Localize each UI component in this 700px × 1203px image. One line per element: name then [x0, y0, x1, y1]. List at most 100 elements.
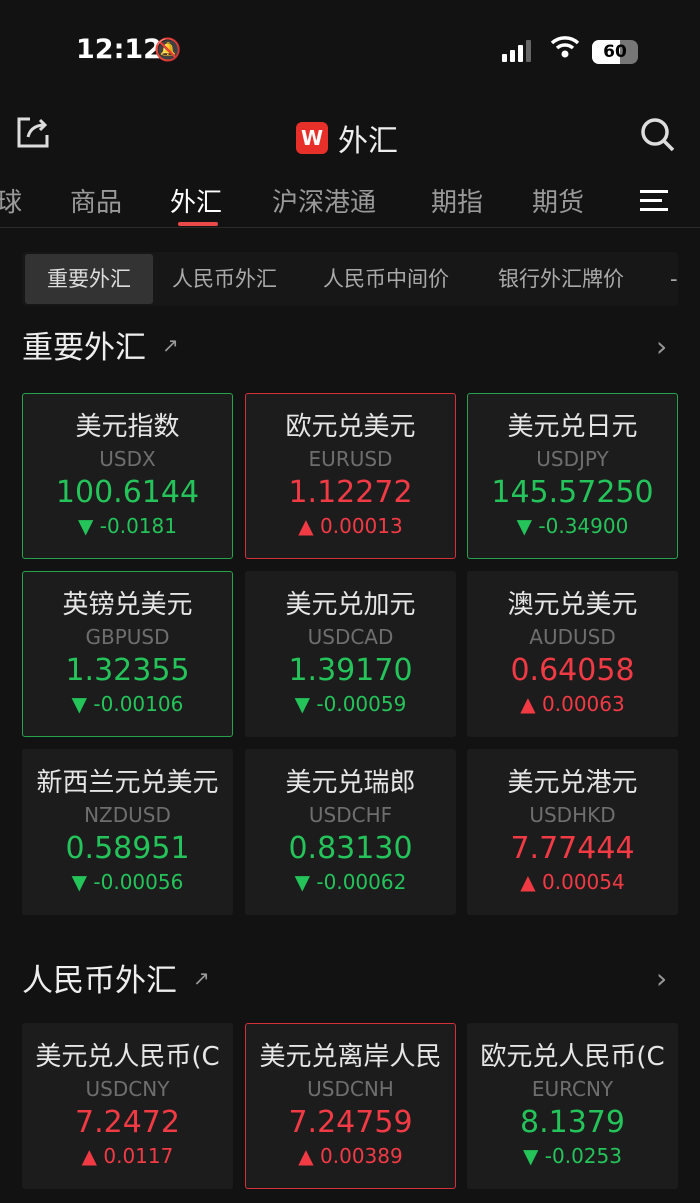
battery-level: 60	[603, 42, 627, 62]
battery-icon: 60	[592, 40, 638, 64]
arrow-down-icon: ▼	[294, 870, 311, 894]
change: ▲ 0.00013	[246, 514, 455, 538]
change: ▼ -0.0181	[23, 514, 232, 538]
active-tab-indicator	[178, 222, 218, 226]
quote-card-gbpusd[interactable]: 英镑兑美元 GBPUSD 1.32355 ▼ -0.00106	[22, 571, 233, 737]
menu-icon[interactable]	[640, 190, 668, 217]
pair-name: 美元兑港元	[507, 768, 638, 798]
category-tabs: 球 商品 外汇 沪深港通 期指 期货	[0, 182, 700, 228]
change-value: 0.00013	[320, 514, 403, 538]
external-link-icon: ↗	[162, 332, 179, 357]
page-title: W 外汇	[296, 116, 398, 160]
pair-name: 美元兑加元	[285, 590, 416, 620]
arrow-down-icon: ▼	[71, 692, 88, 716]
change-value: 0.00389	[320, 1144, 403, 1168]
status-time: 12:12	[76, 34, 162, 65]
quote-card-usdcad[interactable]: 美元兑加元 USDCAD 1.39170 ▼ -0.00059	[245, 571, 456, 737]
pair-name: 美元兑瑞郎	[285, 768, 416, 798]
quote-card-eurcny[interactable]: 欧元兑人民币(C EURCNY 8.1379 ▼ -0.0253	[467, 1023, 678, 1189]
tab-global[interactable]: 球	[0, 188, 23, 218]
pair-name: 欧元兑人民币(C	[480, 1042, 665, 1072]
tab-futures[interactable]: 期货	[532, 188, 585, 218]
arrow-up-icon: ▲	[298, 1144, 314, 1168]
change: ▼ -0.0253	[468, 1144, 677, 1168]
price: 1.12272	[288, 475, 413, 510]
change: ▲ 0.00389	[246, 1144, 455, 1168]
pair-name: 美元兑日元	[507, 412, 638, 442]
change-value: 0.00063	[542, 692, 625, 716]
pair-name: 英镑兑美元	[62, 590, 193, 620]
chevron-right-icon[interactable]: ›	[656, 330, 668, 363]
change-value: -0.00056	[93, 870, 184, 894]
arrow-up-icon: ▲	[520, 870, 536, 894]
section-header-rmb[interactable]: 人民币外汇 ↗	[22, 955, 210, 1000]
pair-code: USDJPY	[536, 447, 609, 471]
price: 0.83130	[288, 831, 413, 866]
quote-card-eurusd[interactable]: 欧元兑美元 EURUSD 1.12272 ▲ 0.00013	[245, 393, 456, 559]
arrow-down-icon: ▼	[78, 514, 94, 538]
price: 7.77444	[510, 831, 635, 866]
subtab-bank-rates[interactable]: 银行外汇牌价	[498, 267, 624, 291]
change: ▼ -0.00056	[23, 870, 232, 894]
change: ▼ -0.34900	[468, 514, 677, 538]
change-value: 0.0117	[103, 1144, 174, 1168]
quote-card-usdhkd[interactable]: 美元兑港元 USDHKD 7.77444 ▲ 0.00054	[467, 749, 678, 915]
quote-card-nzdusd[interactable]: 新西兰元兑美元 NZDUSD 0.58951 ▼ -0.00056	[22, 749, 233, 915]
pair-code: USDX	[99, 447, 156, 471]
share-icon[interactable]	[16, 115, 50, 149]
price: 0.64058	[510, 653, 635, 688]
quote-card-usdcnh[interactable]: 美元兑离岸人民 USDCNH 7.24759 ▲ 0.00389	[245, 1023, 456, 1189]
price: 100.6144	[55, 475, 200, 510]
pair-name: 美元兑人民币(C	[35, 1042, 220, 1072]
arrow-up-icon: ▲	[81, 1144, 98, 1168]
pair-code: AUDUSD	[529, 625, 616, 649]
tab-forex[interactable]: 外汇	[170, 188, 223, 218]
change-value: -0.0181	[99, 514, 177, 538]
app-logo: W	[296, 122, 328, 154]
change-value: -0.34900	[538, 514, 629, 538]
pair-code: USDCNY	[85, 1077, 170, 1101]
change: ▲ 0.00054	[468, 870, 677, 894]
tab-stock-connect[interactable]: 沪深港通	[272, 188, 377, 218]
pair-code: USDCAD	[307, 625, 394, 649]
change: ▼ -0.00059	[246, 692, 455, 716]
subtab-major[interactable]: 重要外汇	[25, 254, 153, 304]
price: 1.39170	[288, 653, 413, 688]
external-link-icon: ↗	[193, 965, 210, 990]
section-header-major[interactable]: 重要外汇 ↗	[22, 322, 179, 367]
subtab-more[interactable]: -	[670, 267, 678, 291]
title-text: 外汇	[338, 124, 398, 159]
quote-card-usdjpy[interactable]: 美元兑日元 USDJPY 145.57250 ▼ -0.34900	[467, 393, 678, 559]
quote-card-usdcny[interactable]: 美元兑人民币(C USDCNY 7.2472 ▲ 0.0117	[22, 1023, 233, 1189]
price: 7.2472	[75, 1105, 180, 1140]
tab-index-futures[interactable]: 期指	[431, 188, 484, 218]
quote-card-audusd[interactable]: 澳元兑美元 AUDUSD 0.64058 ▲ 0.00063	[467, 571, 678, 737]
change-value: -0.0253	[544, 1144, 622, 1168]
pair-name: 澳元兑美元	[507, 590, 638, 620]
change: ▲ 0.0117	[23, 1144, 232, 1168]
tab-commodities[interactable]: 商品	[70, 188, 123, 218]
pair-code: USDCHF	[308, 803, 393, 827]
subtab-rmb-central[interactable]: 人民币中间价	[323, 267, 449, 291]
change-value: -0.00106	[93, 692, 184, 716]
price: 145.57250	[491, 475, 654, 510]
change: ▼ -0.00062	[246, 870, 455, 894]
arrow-down-icon: ▼	[294, 692, 311, 716]
quote-card-usdchf[interactable]: 美元兑瑞郎 USDCHF 0.83130 ▼ -0.00062	[245, 749, 456, 915]
price: 7.24759	[288, 1105, 413, 1140]
search-icon[interactable]	[640, 117, 676, 153]
price: 0.58951	[65, 831, 190, 866]
pair-code: USDCNH	[307, 1077, 394, 1101]
wifi-icon	[550, 34, 580, 67]
quote-card-usdx[interactable]: 美元指数 USDX 100.6144 ▼ -0.0181	[22, 393, 233, 559]
chevron-right-icon[interactable]: ›	[656, 962, 668, 995]
pair-name: 美元指数	[75, 412, 180, 442]
pair-name: 新西兰元兑美元	[36, 768, 219, 798]
change: ▲ 0.00063	[468, 692, 677, 716]
pair-code: USDHKD	[529, 803, 616, 827]
change: ▼ -0.00106	[23, 692, 232, 716]
price: 8.1379	[520, 1105, 625, 1140]
price: 1.32355	[65, 653, 190, 688]
subtab-rmb[interactable]: 人民币外汇	[172, 267, 277, 291]
arrow-up-icon: ▲	[520, 692, 536, 716]
